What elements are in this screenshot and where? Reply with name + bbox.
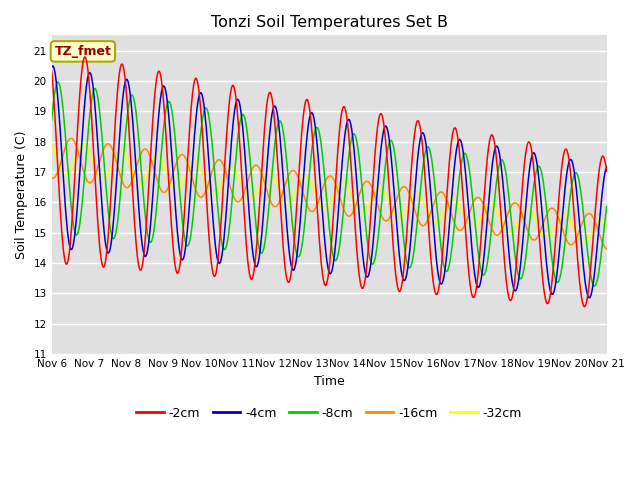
Title: Tonzi Soil Temperatures Set B: Tonzi Soil Temperatures Set B: [211, 15, 447, 30]
X-axis label: Time: Time: [314, 374, 344, 387]
Legend: -2cm, -4cm, -8cm, -16cm, -32cm: -2cm, -4cm, -8cm, -16cm, -32cm: [131, 402, 527, 425]
Text: TZ_fmet: TZ_fmet: [54, 45, 111, 58]
Y-axis label: Soil Temperature (C): Soil Temperature (C): [15, 131, 28, 259]
